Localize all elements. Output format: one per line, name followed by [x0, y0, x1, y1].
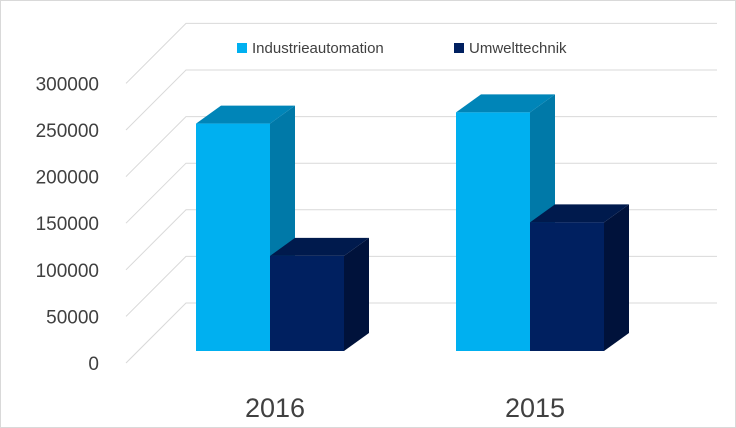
legend-swatch [454, 43, 464, 53]
category-label-2015: 2015 [505, 393, 565, 423]
gridline-300000 [125, 22, 717, 84]
bar-side-face [604, 204, 629, 351]
legend-swatch [237, 43, 247, 53]
y-tick-label: 50000 [46, 307, 99, 328]
y-tick-label: 200000 [36, 168, 99, 189]
bar-umwelttechnik-2015 [530, 204, 629, 351]
y-tick-label: 100000 [36, 261, 99, 282]
legend-item-umwelttechnik: Umwelttechnik [454, 40, 567, 57]
bar-top-face [196, 105, 295, 124]
bars [196, 94, 629, 352]
legend: Industrieautomation Umwelttechnik [237, 40, 567, 57]
gridlines [125, 22, 717, 364]
legend-label: Industrieautomation [252, 40, 384, 57]
category-label-2016: 2016 [245, 393, 305, 423]
bar-front-face [270, 255, 344, 351]
legend-label: Umwelttechnik [469, 40, 567, 57]
y-tick-label: 300000 [36, 74, 99, 95]
bar-umwelttechnik-2016 [270, 237, 369, 351]
y-tick-label: 150000 [36, 214, 99, 235]
bar-side-face [344, 237, 369, 351]
bar-front-face [196, 123, 270, 351]
y-tick-label: 0 [88, 354, 99, 375]
bar-top-face [530, 204, 629, 223]
bar-top-face [270, 237, 369, 256]
gridline-250000 [125, 69, 717, 131]
x-axis-categories: 2016 2015 [245, 393, 565, 423]
legend-item-industrieautomation: Industrieautomation [237, 40, 384, 57]
y-axis-ticks: 0 50000 100000 150000 200000 250000 300000 [36, 74, 99, 375]
bar-top-face [456, 94, 555, 113]
bar-front-face [530, 222, 604, 351]
bar-front-face [456, 112, 530, 352]
y-tick-label: 250000 [36, 121, 99, 142]
